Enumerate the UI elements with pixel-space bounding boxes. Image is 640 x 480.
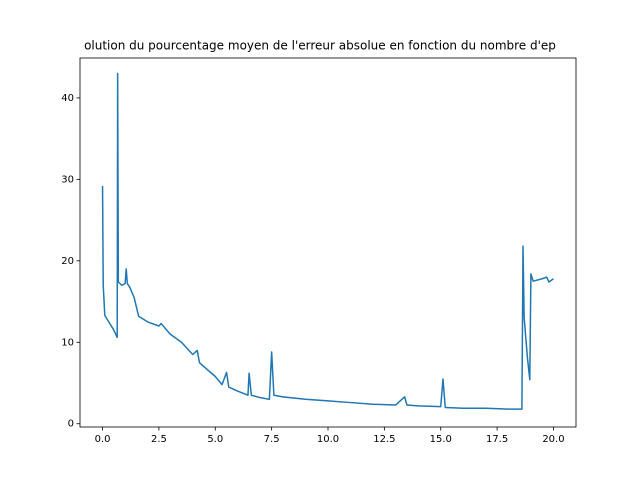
x-tick-label: 2.5: [151, 434, 167, 445]
chart-title: olution du pourcentage moyen de l'erreur…: [84, 39, 556, 53]
x-tick-label: 17.5: [486, 434, 508, 445]
y-tick-label: 0: [68, 419, 74, 430]
x-tick-label: 15.0: [430, 434, 452, 445]
x-tick-label: 5.0: [207, 434, 223, 445]
x-tick-label: 7.5: [264, 434, 280, 445]
x-tick-label: 12.5: [373, 434, 395, 445]
x-tick-label: 10.0: [317, 434, 339, 445]
y-tick-label: 40: [61, 93, 74, 104]
y-tick-label: 10: [61, 337, 74, 348]
y-tick-label: 20: [61, 256, 74, 267]
y-tick-label: 30: [61, 174, 74, 185]
x-tick-label: 0.0: [95, 434, 111, 445]
x-tick-label: 20.0: [542, 434, 564, 445]
plot-frame: [79, 57, 577, 428]
data-line: [101, 72, 554, 410]
